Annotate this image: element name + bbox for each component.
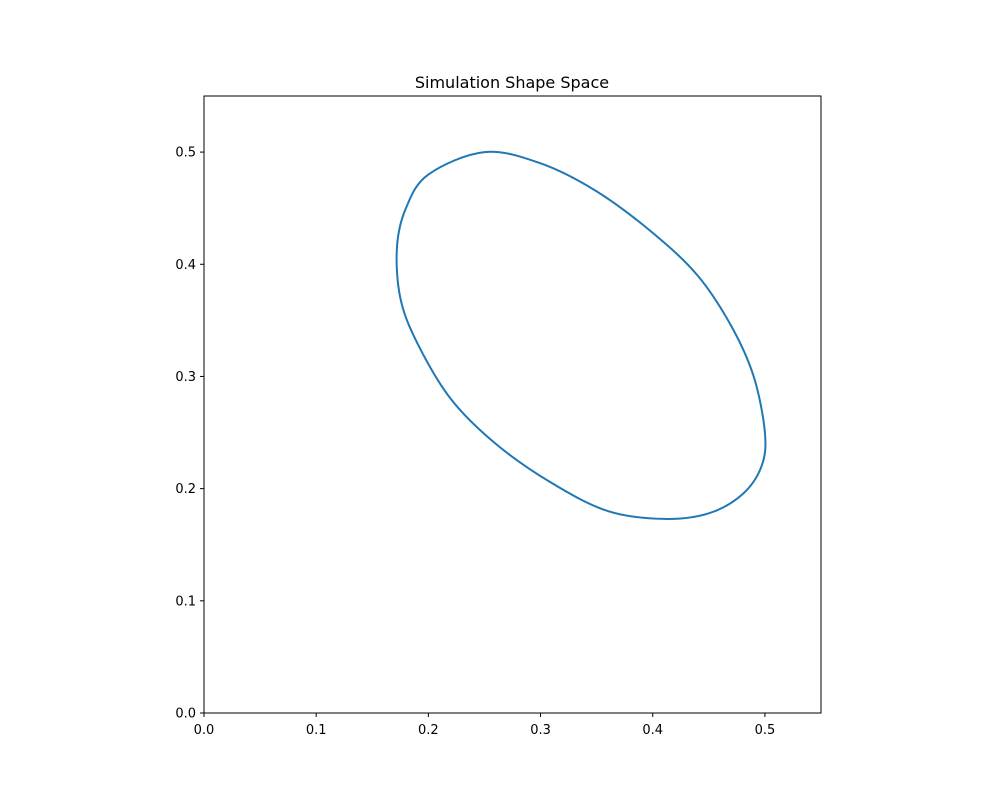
chart-title: Simulation Shape Space [415, 73, 609, 92]
plot-area [395, 150, 767, 520]
x-tick-label: 0.3 [530, 723, 551, 738]
series-line-0 [395, 150, 767, 520]
x-tick-label: 0.4 [642, 723, 663, 738]
y-tick-label: 0.3 [175, 370, 196, 385]
y-tick-label: 0.2 [175, 482, 196, 497]
axes-frame [203, 95, 822, 714]
axis-ticks: 0.0 0.1 0.2 0.3 0.4 0.5 0.0 0.1 0.2 0.3 0.4 0.5 [175, 146, 775, 738]
y-tick-label: 0.4 [175, 258, 196, 273]
x-tick-label: 0.1 [306, 723, 327, 738]
y-tick-label: 0.5 [175, 146, 196, 161]
x-tick-label: 0.5 [755, 723, 776, 738]
x-tick-label: 0.0 [194, 723, 215, 738]
y-tick-label: 0.0 [175, 707, 196, 722]
y-tick-label: 0.1 [175, 594, 196, 609]
x-tick-label: 0.2 [418, 723, 439, 738]
